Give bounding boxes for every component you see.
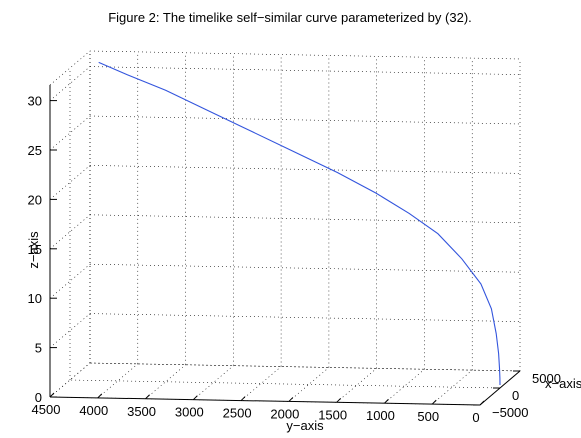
y-tick-mark bbox=[479, 400, 485, 406]
y-tick-mark bbox=[145, 394, 150, 400]
grid-line-z bbox=[89, 263, 521, 273]
y-axis-line bbox=[49, 396, 481, 406]
y-tick-label: 2000 bbox=[270, 406, 299, 421]
grid-line-y bbox=[193, 365, 234, 400]
z-tick-label: 30 bbox=[28, 94, 42, 109]
grid-line-top bbox=[89, 50, 521, 60]
z-tick-label: 20 bbox=[28, 192, 42, 207]
z-tick-label: 0 bbox=[35, 390, 42, 405]
z-tick-label: 5 bbox=[35, 341, 42, 356]
y-tick-label: 2500 bbox=[223, 406, 252, 421]
y-tick-mark bbox=[240, 396, 246, 401]
grid-line-y bbox=[288, 367, 330, 402]
y-tick-label: 1000 bbox=[366, 408, 395, 423]
x-tick-label: 0 bbox=[512, 388, 519, 403]
y-axis-label: y−axis bbox=[286, 418, 324, 433]
y-tick-label: 4000 bbox=[79, 403, 108, 418]
grid-line-z bbox=[49, 165, 91, 200]
grid-line-z bbox=[49, 313, 91, 348]
grid-line-y bbox=[432, 369, 473, 405]
z-tick-label: 15 bbox=[28, 242, 42, 257]
y-tick-mark bbox=[288, 397, 294, 402]
z-axis-label: z−axis bbox=[26, 231, 41, 269]
grid-line-z bbox=[89, 115, 521, 125]
grid-line-z bbox=[49, 214, 91, 250]
x-axis-label: x−axis bbox=[545, 376, 581, 391]
grid-line-y bbox=[145, 364, 186, 400]
y-tick-label: 3500 bbox=[127, 404, 156, 419]
grid-line-top bbox=[49, 50, 91, 86]
y-tick-mark bbox=[97, 393, 103, 399]
grid-line-y bbox=[240, 366, 282, 401]
grid-line-z bbox=[89, 165, 521, 174]
axes-box bbox=[49, 84, 521, 406]
grid-line-y bbox=[97, 363, 138, 399]
grid-line-y bbox=[49, 362, 91, 398]
series-line bbox=[98, 61, 501, 386]
axis-ticks: 0 5 10 15 20 25 30 4500 4000 3500 3000 2500 2000 1500… bbox=[28, 94, 561, 425]
grid-line-z bbox=[89, 313, 521, 322]
y-tick-label: 3000 bbox=[175, 405, 204, 420]
x-tick-label: 5000 bbox=[532, 371, 561, 386]
grid-line-y bbox=[384, 368, 425, 404]
y-tick-mark bbox=[384, 398, 389, 404]
grid-line-x bbox=[69, 379, 501, 389]
z-tick-label: 25 bbox=[28, 143, 42, 158]
x-tick-label: −5000 bbox=[492, 405, 529, 420]
y-tick-label: 500 bbox=[417, 409, 439, 424]
y-tick-mark bbox=[192, 395, 198, 401]
series-layer bbox=[98, 61, 501, 386]
y-tick-mark bbox=[49, 392, 55, 398]
grid-line-y bbox=[336, 368, 377, 403]
z-tick-label: 10 bbox=[28, 291, 42, 306]
grid-line-z bbox=[49, 263, 91, 299]
grid bbox=[49, 50, 521, 406]
y-tick-label: 1500 bbox=[318, 407, 347, 422]
y-tick-mark bbox=[336, 397, 342, 403]
grid-line-z bbox=[49, 115, 91, 151]
grid-line-z bbox=[89, 214, 521, 224]
y-tick-label: 4500 bbox=[32, 402, 61, 417]
y-tick-mark bbox=[431, 399, 437, 405]
chart-title: Figure 2: The timelike self−similar curv… bbox=[108, 10, 472, 25]
grid-line-z bbox=[89, 66, 521, 75]
y-tick-label: 0 bbox=[472, 410, 479, 425]
grid-line-z bbox=[49, 66, 91, 101]
